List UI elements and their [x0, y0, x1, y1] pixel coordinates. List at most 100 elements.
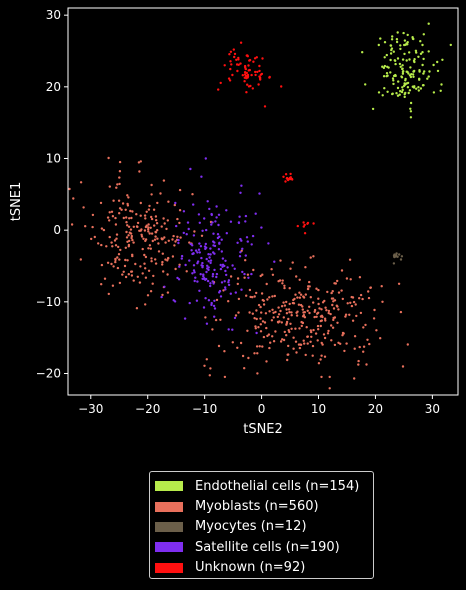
scatter-point-series-0	[383, 41, 387, 44]
scatter-point-series-1	[298, 327, 301, 330]
scatter-point-series-1	[350, 295, 353, 299]
scatter-point-series-4	[223, 64, 226, 67]
scatter-point-series-1	[255, 309, 258, 312]
scatter-point-series-3	[246, 240, 249, 243]
y-tick-label: 20	[46, 80, 61, 94]
scatter-point-series-1	[156, 237, 159, 240]
scatter-point-series-1	[147, 247, 150, 250]
scatter-point-series-1	[252, 268, 255, 272]
scatter-point-series-1	[234, 314, 238, 317]
scatter-point-series-3	[213, 307, 217, 310]
scatter-point-series-1	[265, 360, 268, 363]
scatter-point-series-1	[306, 335, 309, 338]
scatter-point-series-0	[377, 43, 380, 47]
scatter-point-series-0	[390, 38, 394, 41]
scatter-point-series-4	[233, 52, 237, 56]
scatter-point-series-1	[272, 316, 275, 319]
scatter-point-series-1	[152, 274, 155, 278]
scatter-point-series-1	[161, 252, 164, 255]
scatter-point-series-3	[208, 256, 211, 259]
scatter-point-series-3	[255, 331, 258, 335]
scatter-point-series-1	[144, 217, 147, 220]
scatter-point-series-1	[277, 306, 280, 309]
scatter-point-series-1	[116, 183, 119, 186]
scatter-point-series-1	[139, 265, 142, 268]
scatter-point-series-1	[320, 375, 323, 379]
scatter-point-series-1	[308, 311, 311, 315]
scatter-point-series-3	[184, 263, 187, 267]
scatter-point-series-1	[115, 237, 118, 240]
scatter-point-series-0	[405, 70, 408, 73]
scatter-point-series-1	[185, 270, 188, 273]
scatter-point-series-0	[389, 44, 393, 47]
scatter-point-series-1	[114, 258, 117, 262]
scatter-point-series-0	[419, 52, 423, 55]
scatter-point-series-1	[241, 354, 245, 358]
scatter-point-series-1	[341, 297, 344, 301]
scatter-point-series-0	[403, 39, 407, 42]
scatter-point-series-1	[150, 193, 153, 196]
scatter-point-series-1	[120, 208, 123, 211]
scatter-point-series-4	[241, 74, 244, 77]
x-tick-label: 0	[258, 402, 266, 416]
scatter-point-series-3	[206, 267, 209, 270]
scatter-point-series-1	[287, 344, 290, 348]
scatter-point-series-1	[223, 375, 227, 379]
legend-swatch-unknown	[155, 562, 183, 573]
scatter-point-series-3	[211, 275, 214, 278]
scatter-point-series-1	[110, 210, 114, 213]
scatter-point-series-1	[117, 253, 121, 256]
scatter-point-series-3	[203, 245, 207, 248]
scatter-point-series-1	[171, 238, 174, 241]
scatter-point-series-3	[208, 207, 211, 211]
scatter-point-series-0	[421, 43, 424, 47]
scatter-point-series-3	[225, 209, 228, 212]
scatter-point-series-3	[221, 265, 224, 268]
scatter-point-series-3	[205, 257, 208, 261]
scatter-point-series-1	[326, 332, 330, 335]
scatter-point-series-1	[320, 341, 323, 345]
scatter-point-series-2	[395, 252, 398, 255]
scatter-point-series-1	[84, 225, 87, 228]
scatter-point-series-3	[240, 239, 243, 242]
scatter-point-series-1	[313, 315, 316, 319]
scatter-point-series-1	[157, 242, 160, 245]
scatter-point-series-1	[375, 329, 378, 332]
scatter-point-series-1	[117, 245, 120, 249]
scatter-point-series-1	[280, 305, 284, 308]
scatter-point-series-3	[190, 249, 193, 252]
scatter-point-series-1	[138, 170, 141, 173]
scatter-point-series-0	[411, 73, 415, 76]
scatter-point-series-1	[308, 280, 311, 284]
scatter-point-series-0	[392, 79, 395, 82]
scatter-point-series-1	[313, 310, 316, 313]
scatter-point-series-1	[368, 342, 371, 346]
plot-frame	[67, 7, 459, 396]
scatter-point-series-0	[382, 75, 386, 78]
scatter-point-series-4	[256, 70, 259, 74]
scatter-point-series-1	[292, 298, 295, 302]
scatter-point-series-3	[201, 229, 204, 232]
scatter-point-series-1	[174, 267, 177, 271]
scatter-point-series-0	[403, 82, 406, 85]
scatter-point-series-1	[108, 235, 111, 239]
scatter-point-series-0	[401, 88, 404, 92]
scatter-point-series-1	[312, 301, 315, 304]
scatter-point-series-1	[127, 225, 131, 228]
scatter-point-series-0	[401, 72, 405, 75]
scatter-point-series-3	[193, 279, 196, 283]
scatter-point-series-1	[126, 194, 129, 197]
y-tick-label: 30	[46, 8, 61, 22]
scatter-point-series-1	[323, 355, 327, 358]
scatter-point-series-1	[298, 291, 301, 294]
scatter-point-series-1	[255, 317, 258, 321]
scatter-point-series-1	[333, 343, 337, 347]
scatter-point-series-1	[152, 208, 156, 211]
scatter-point-series-3	[225, 273, 228, 277]
scatter-point-series-1	[306, 342, 309, 345]
scatter-point-series-1	[285, 334, 288, 337]
scatter-point-series-1	[301, 308, 304, 311]
scatter-point-series-1	[311, 344, 315, 348]
scatter-point-series-4	[306, 221, 310, 225]
scatter-point-series-1	[149, 226, 152, 229]
